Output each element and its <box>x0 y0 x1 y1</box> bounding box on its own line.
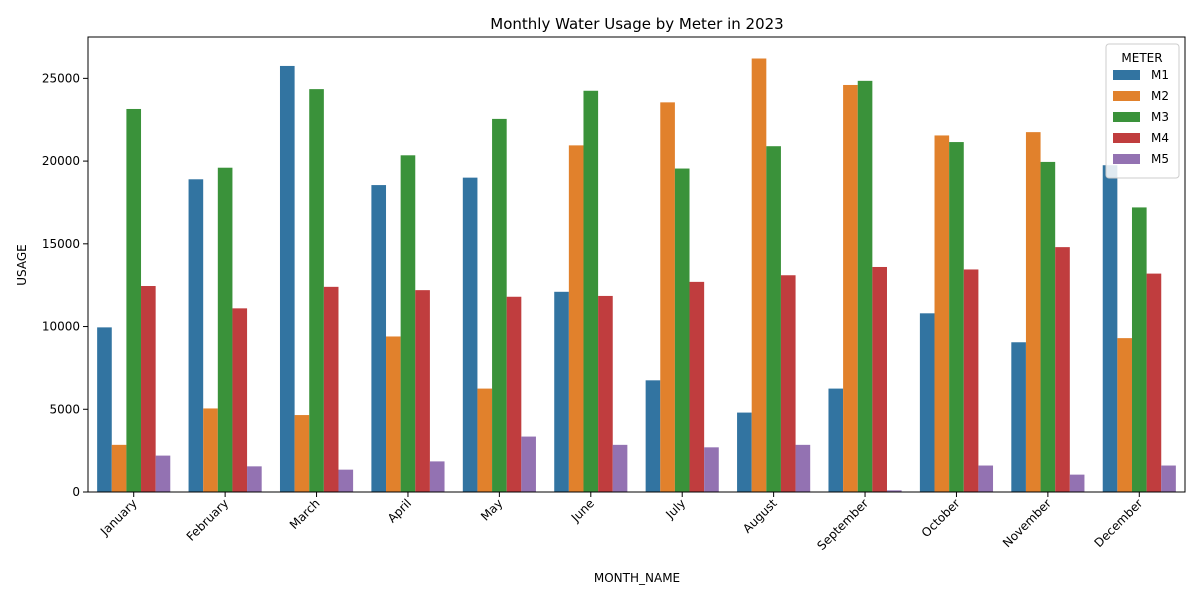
bar-m5-september <box>886 490 902 492</box>
bar-m2-june <box>568 145 584 492</box>
bar-m4-august <box>780 275 796 492</box>
bar-m3-april <box>400 155 416 493</box>
bar-m1-november <box>1011 342 1026 492</box>
bar-m4-april <box>415 290 430 492</box>
x-tick-label: August <box>740 496 780 536</box>
bar-m5-june <box>612 444 628 492</box>
bar-m5-february <box>247 466 262 492</box>
legend-swatch-m2 <box>1113 91 1140 101</box>
x-tick-label: May <box>478 496 505 523</box>
y-axis-label: USAGE <box>15 244 29 286</box>
bar-m2-may <box>477 388 493 492</box>
bar-m1-july <box>645 380 661 492</box>
bar-m5-july <box>704 447 719 492</box>
bar-m5-april <box>429 461 445 492</box>
bar-m1-june <box>554 291 569 492</box>
bar-m5-march <box>338 469 354 492</box>
y-tick-label: 20000 <box>42 154 80 168</box>
legend-label-m5: M5 <box>1151 152 1169 166</box>
bar-m2-march <box>294 415 310 492</box>
y-tick-label: 5000 <box>49 402 80 416</box>
x-tick-label: March <box>287 496 323 532</box>
bar-m3-may <box>492 118 507 493</box>
bar-m3-august <box>766 146 781 492</box>
bar-m2-december <box>1117 338 1132 492</box>
bar-m3-december <box>1131 207 1147 493</box>
x-tick-label: October <box>919 496 963 540</box>
legend-swatch-m1 <box>1113 70 1140 80</box>
x-tick-label: June <box>568 496 597 525</box>
bar-m5-august <box>795 444 811 492</box>
bar-m3-july <box>674 168 690 493</box>
y-tick-label: 25000 <box>42 71 80 85</box>
bar-m4-january <box>141 286 156 492</box>
legend-swatch-m3 <box>1113 112 1140 122</box>
bar-m4-december <box>1146 273 1162 492</box>
x-tick-label: February <box>184 496 232 544</box>
plot-frame <box>87 36 1186 493</box>
bar-m1-september <box>828 388 844 492</box>
y-tick-label: 10000 <box>42 320 80 334</box>
bar-m1-february <box>188 179 204 493</box>
bar-m4-september <box>872 266 887 492</box>
bar-m1-march <box>279 65 295 492</box>
bar-m1-april <box>371 185 387 492</box>
bar-m3-november <box>1040 161 1056 493</box>
y-tick-label: 0 <box>72 485 80 499</box>
legend-label-m2: M2 <box>1151 89 1169 103</box>
bar-m2-april <box>386 336 401 492</box>
y-tick-label: 15000 <box>42 237 80 251</box>
bar-m2-february <box>203 408 218 492</box>
x-axis: January February March April May June July Augu… <box>97 492 1145 553</box>
bar-m2-august <box>751 58 767 492</box>
bar-m2-july <box>660 102 675 492</box>
bar-m3-february <box>217 167 233 492</box>
bar-m2-september <box>843 84 858 492</box>
bars-group <box>97 58 1176 493</box>
bar-m4-may <box>506 296 522 492</box>
bar-m4-march <box>323 286 339 492</box>
bar-m4-june <box>598 295 613 492</box>
bar-m2-january <box>111 444 127 492</box>
legend-label-m1: M1 <box>1151 68 1169 82</box>
legend-title: METER <box>1121 51 1162 65</box>
bar-m3-january <box>126 108 142 492</box>
bar-m3-october <box>949 142 964 492</box>
bar-m1-october <box>919 313 935 492</box>
legend-swatch-m4 <box>1113 133 1140 143</box>
bar-m1-december <box>1102 165 1118 493</box>
legend-label-m3: M3 <box>1151 110 1169 124</box>
bar-m5-december <box>1161 465 1176 492</box>
bar-m4-october <box>963 269 979 492</box>
bar-m1-may <box>462 177 478 492</box>
x-tick-label: July <box>662 496 688 522</box>
bar-m1-january <box>97 327 112 492</box>
bar-m5-october <box>978 465 994 492</box>
bar-m3-march <box>309 89 324 493</box>
bar-m2-november <box>1025 132 1041 492</box>
bar-m3-june <box>583 90 599 493</box>
bar-m5-may <box>521 436 536 492</box>
legend: METER M1 M2 M3 M4 M5 <box>1105 43 1180 179</box>
bar-m1-august <box>737 412 752 492</box>
x-tick-label: November <box>1000 496 1054 550</box>
x-tick-label: January <box>97 496 140 539</box>
bar-m4-july <box>689 281 705 492</box>
x-tick-label: September <box>814 496 871 553</box>
bar-m3-september <box>857 80 873 492</box>
bar-m4-february <box>232 308 248 492</box>
x-axis-label: MONTH_NAME <box>594 571 680 585</box>
chart-title: Monthly Water Usage by Meter in 2023 <box>490 15 783 33</box>
bar-m4-november <box>1055 247 1070 492</box>
legend-label-m4: M4 <box>1151 131 1169 145</box>
x-tick-label: December <box>1092 496 1146 550</box>
bar-m2-october <box>934 135 950 492</box>
bar-m5-january <box>155 455 171 492</box>
bar-m5-november <box>1069 474 1085 492</box>
x-tick-label: April <box>385 496 414 525</box>
legend-swatch-m5 <box>1113 154 1140 164</box>
y-axis: 0 5000 10000 15000 20000 25000 <box>42 71 88 499</box>
